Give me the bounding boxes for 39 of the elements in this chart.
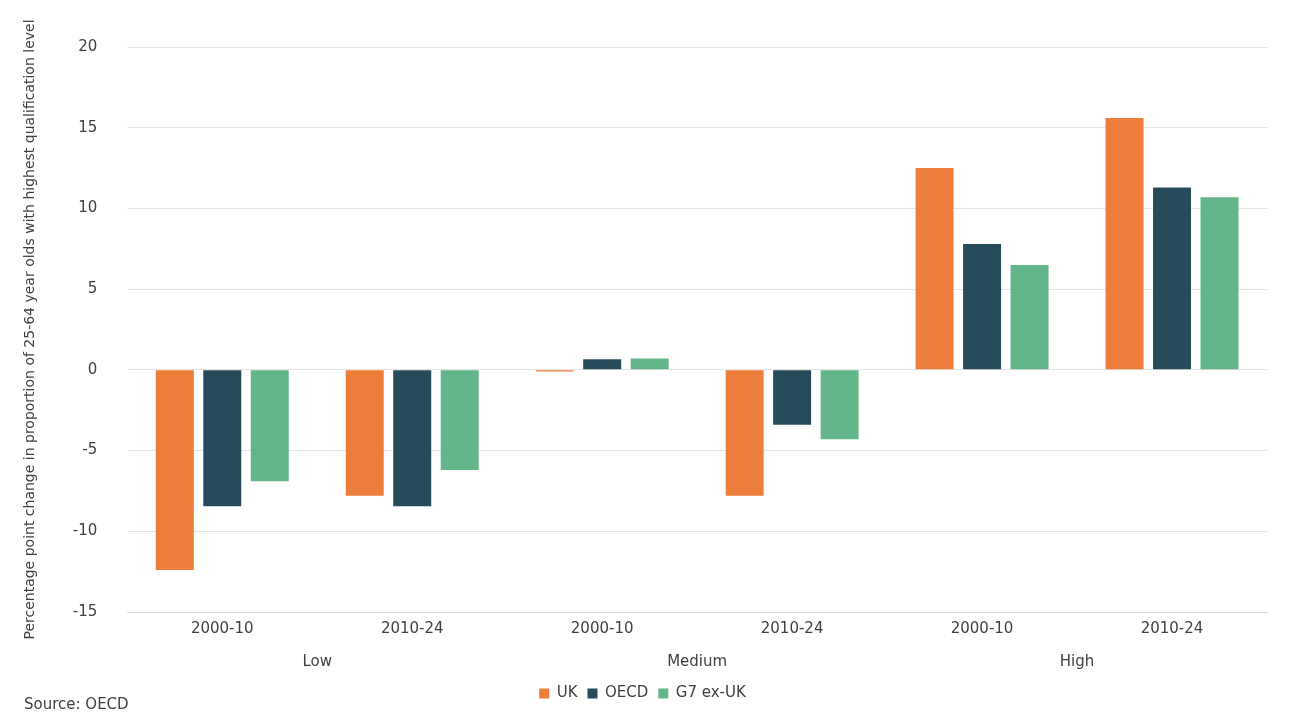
y-tick-label: 15 [78, 117, 98, 136]
y-axis-title: Percentage point change in proportion of 25-64 year olds with highest qualification level [21, 19, 38, 640]
x-tick-label: 2010-24 [760, 618, 824, 637]
y-tick-label: 10 [78, 198, 98, 217]
bar [440, 370, 479, 470]
source-note: Source: OECD [24, 695, 129, 714]
bar [915, 168, 954, 370]
bar [820, 370, 859, 440]
legend-label: UK [556, 683, 579, 702]
bar [1105, 118, 1144, 370]
bar [250, 370, 289, 482]
bar [1200, 197, 1239, 370]
y-tick-label: 20 [78, 36, 98, 55]
y-tick-label: 5 [87, 279, 98, 298]
bar [345, 370, 384, 496]
bar [1010, 264, 1049, 370]
y-tick-label: 0 [87, 359, 98, 378]
x-tick-label: 2000-10 [950, 618, 1014, 637]
bar [1153, 187, 1192, 370]
bar [963, 243, 1002, 370]
x-tick-label: 2010-24 [1140, 618, 1204, 637]
y-tick-label: -10 [72, 521, 98, 540]
legend-label: OECD [605, 683, 649, 702]
text: Low [302, 651, 333, 670]
x-tick-label: 2010-24 [380, 618, 444, 637]
bar [583, 359, 622, 370]
bar [155, 370, 194, 571]
y-tick-label: -5 [82, 440, 98, 459]
bar [725, 370, 764, 496]
text: Medium [667, 651, 728, 670]
x-tick-label: 2000-10 [190, 618, 254, 637]
bar [393, 370, 432, 507]
bar [773, 370, 812, 425]
y-tick-label: -15 [72, 601, 98, 620]
bar [630, 358, 669, 370]
x-tick-label: 2000-10 [570, 618, 634, 637]
text: High [1059, 651, 1095, 670]
bar [203, 370, 242, 507]
legend-label: G7 ex-UK [675, 683, 747, 702]
